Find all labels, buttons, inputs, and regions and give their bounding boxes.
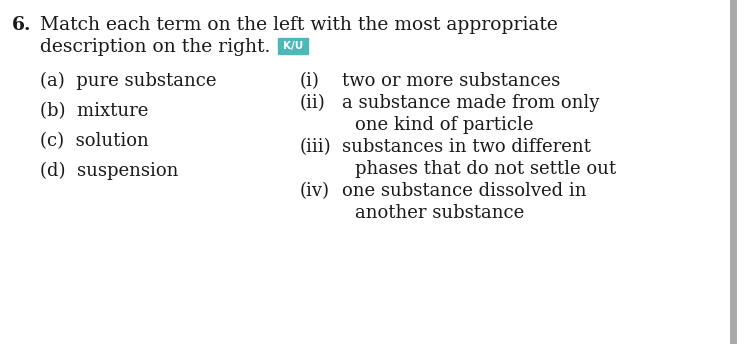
Text: (c)  solution: (c) solution (40, 132, 148, 150)
Text: substances in two different: substances in two different (342, 138, 591, 156)
Text: K/U: K/U (283, 42, 303, 52)
Text: (iv): (iv) (300, 182, 330, 200)
Text: phases that do not settle out: phases that do not settle out (355, 160, 616, 178)
Text: a substance made from only: a substance made from only (342, 94, 599, 112)
Text: (ii): (ii) (300, 94, 326, 112)
FancyBboxPatch shape (278, 38, 308, 54)
Text: Match each term on the left with the most appropriate: Match each term on the left with the mos… (40, 16, 558, 34)
Text: 6.: 6. (12, 16, 32, 34)
Text: (a)  pure substance: (a) pure substance (40, 72, 217, 90)
Text: (i): (i) (300, 72, 320, 90)
Text: one substance dissolved in: one substance dissolved in (342, 182, 586, 200)
Text: (d)  suspension: (d) suspension (40, 162, 178, 180)
Text: description on the right.: description on the right. (40, 38, 270, 56)
Text: (iii): (iii) (300, 138, 332, 156)
Text: one kind of particle: one kind of particle (355, 116, 533, 134)
Text: another substance: another substance (355, 204, 524, 222)
Text: (b)  mixture: (b) mixture (40, 102, 148, 120)
Text: two or more substances: two or more substances (342, 72, 560, 90)
